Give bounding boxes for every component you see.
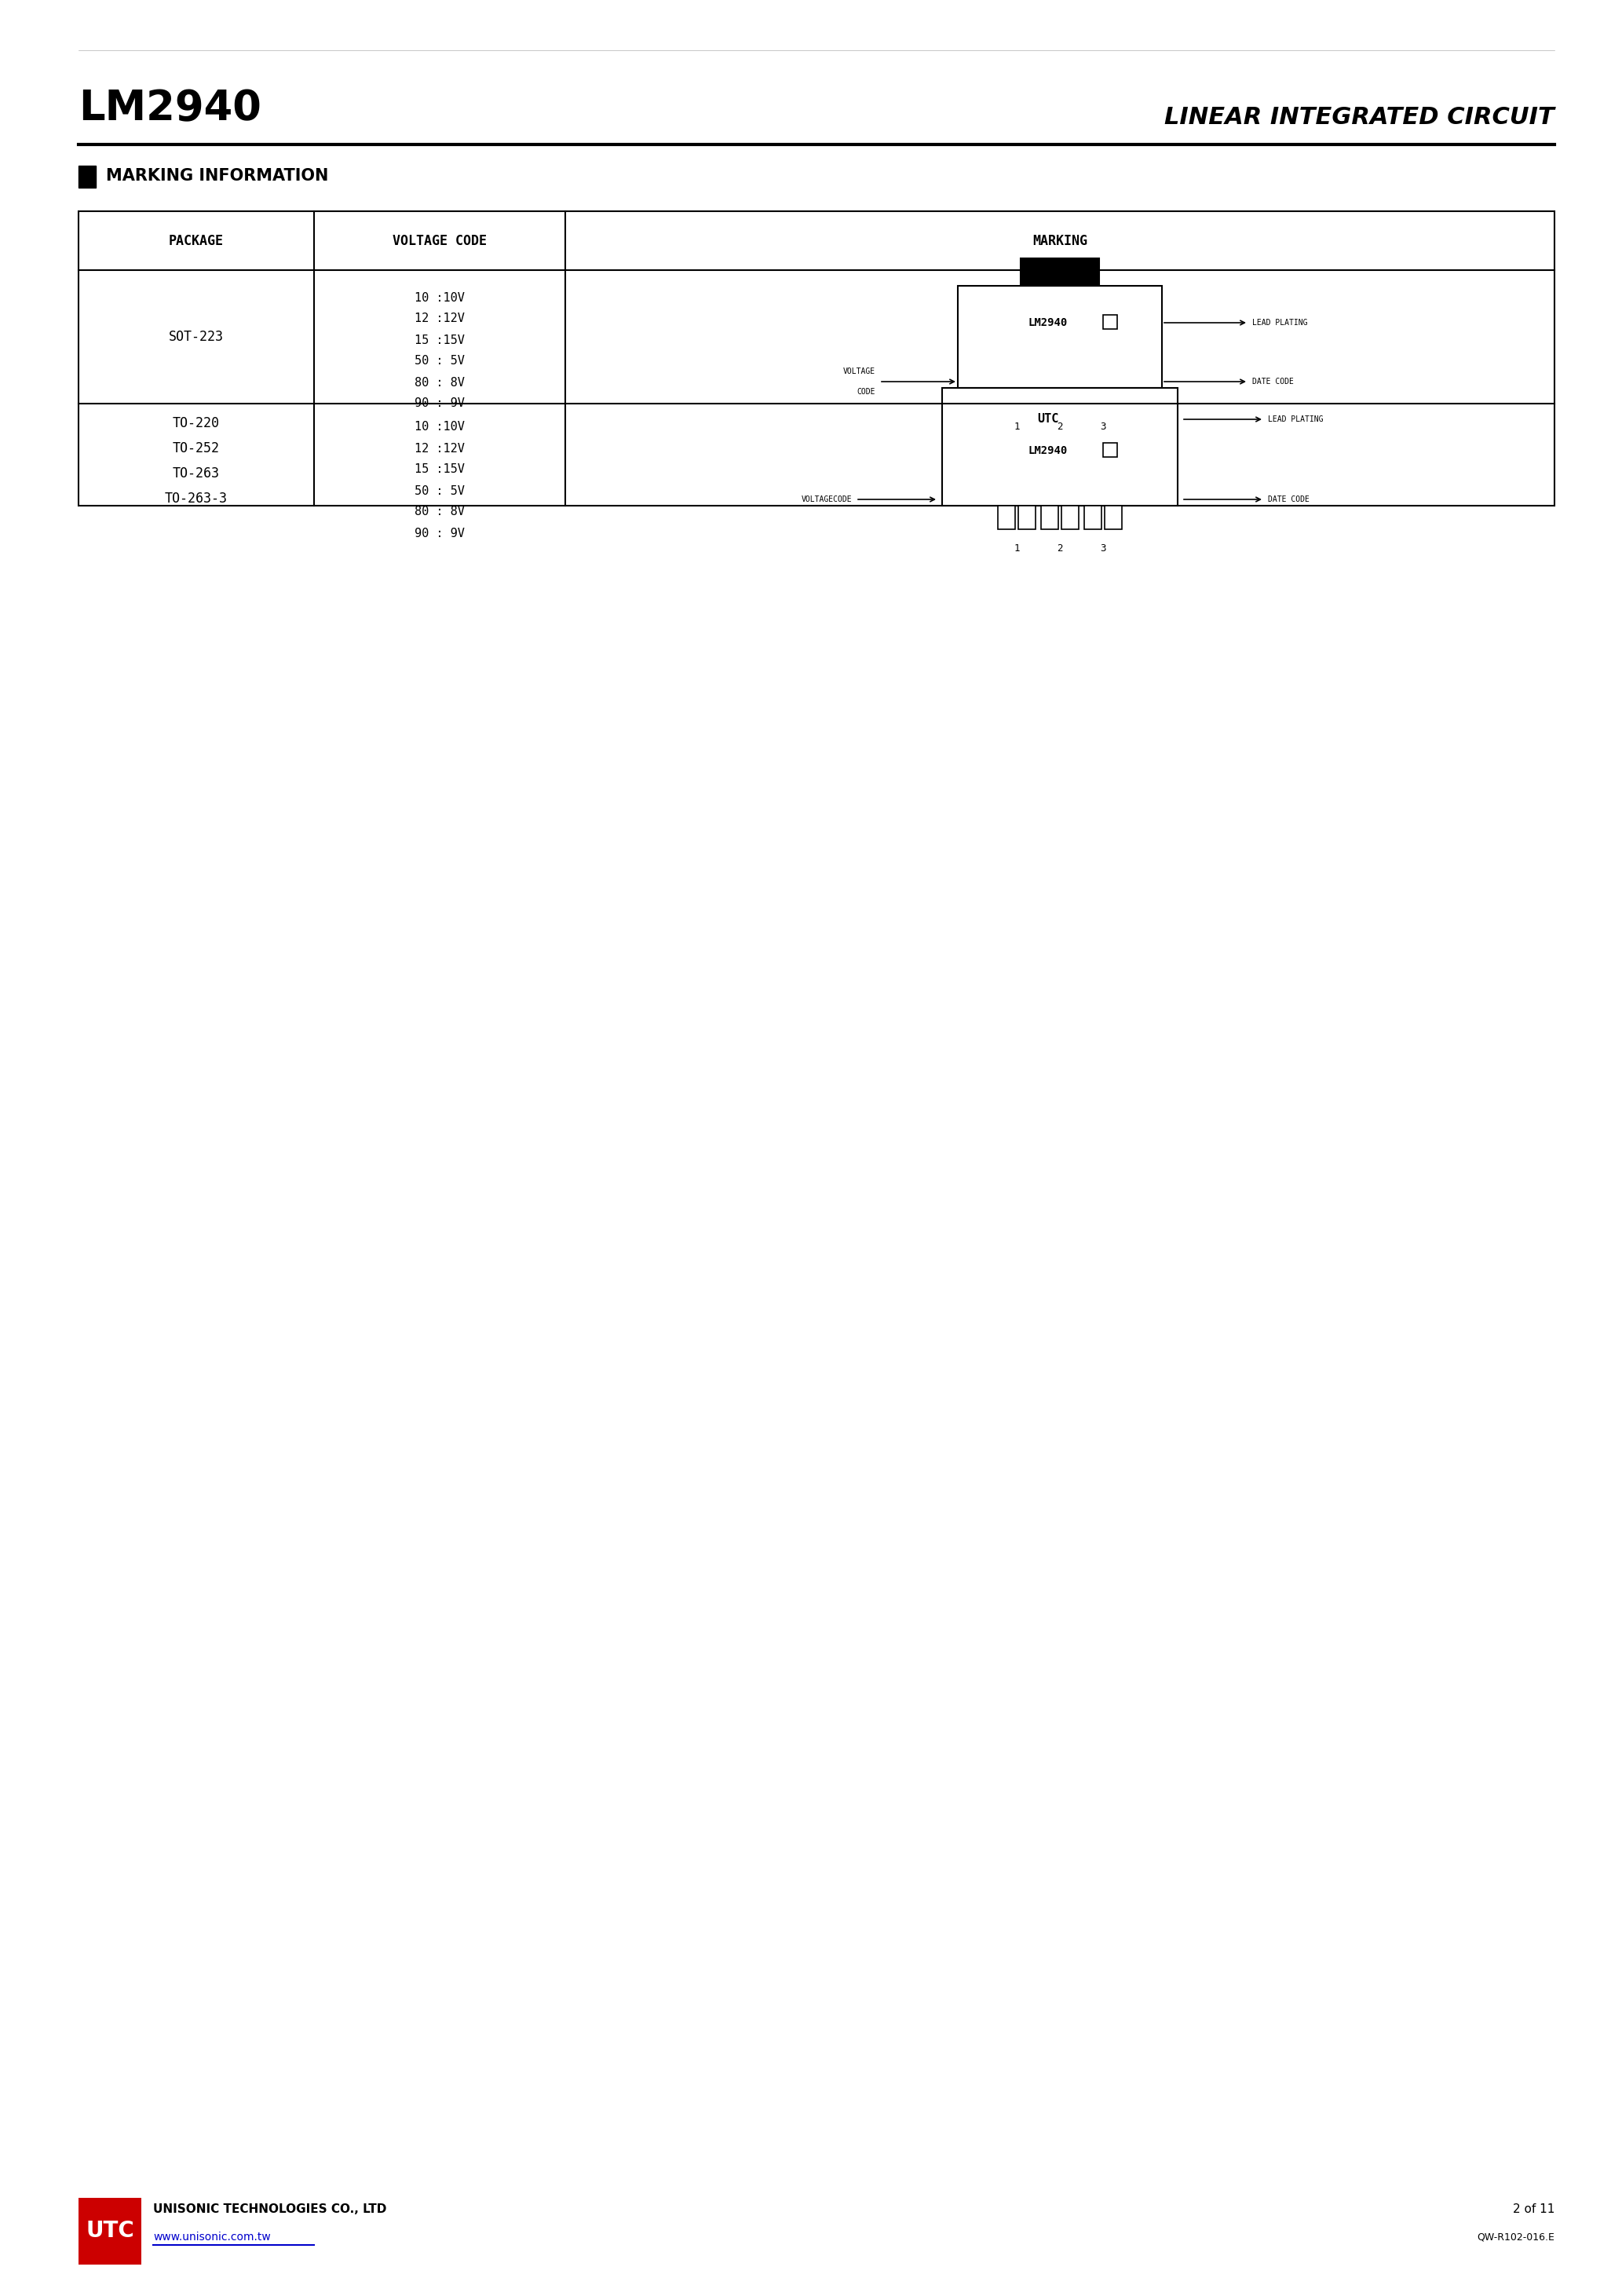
- Text: LM2940: LM2940: [1028, 317, 1067, 328]
- Text: CODE: CODE: [856, 388, 876, 395]
- Bar: [942, 388, 1178, 505]
- Bar: [1041, 505, 1058, 530]
- Text: 2 of 11: 2 of 11: [1513, 2204, 1554, 2216]
- Text: 90 : 9V: 90 : 9V: [415, 528, 466, 540]
- Bar: [1020, 259, 1100, 285]
- Text: 1: 1: [1014, 422, 1020, 432]
- Text: 80 : 8V: 80 : 8V: [415, 505, 466, 519]
- Text: TO-220: TO-220: [172, 416, 221, 429]
- Text: UTC: UTC: [86, 2220, 135, 2241]
- Text: 12 :12V: 12 :12V: [415, 443, 466, 455]
- Text: 15 :15V: 15 :15V: [415, 335, 466, 347]
- Text: VOLTAGE CODE: VOLTAGE CODE: [393, 234, 487, 248]
- Text: UNISONIC TECHNOLOGIES CO., LTD: UNISONIC TECHNOLOGIES CO., LTD: [152, 2204, 386, 2216]
- Bar: [1007, 388, 1025, 406]
- Bar: [1019, 505, 1035, 530]
- Bar: [1103, 443, 1118, 457]
- Bar: [1051, 388, 1069, 406]
- Text: PACKAGE: PACKAGE: [169, 234, 224, 248]
- Text: 2: 2: [1058, 422, 1062, 432]
- Text: 1: 1: [1014, 544, 1020, 553]
- Text: LM2940: LM2940: [1028, 445, 1067, 457]
- Text: 10 :10V: 10 :10V: [415, 420, 466, 434]
- Text: 15 :15V: 15 :15V: [415, 464, 466, 475]
- Text: VOLTAGECODE: VOLTAGECODE: [801, 496, 852, 503]
- Text: 3: 3: [1100, 544, 1106, 553]
- Text: MARKING INFORMATION: MARKING INFORMATION: [105, 168, 329, 184]
- Text: 50 : 5V: 50 : 5V: [415, 356, 466, 367]
- Text: TO-252: TO-252: [172, 441, 221, 455]
- Text: DATE CODE: DATE CODE: [1268, 496, 1309, 503]
- Text: LINEAR INTEGRATED CIRCUIT: LINEAR INTEGRATED CIRCUIT: [1165, 106, 1554, 129]
- Bar: [959, 285, 1161, 388]
- Text: LEAD PLATING: LEAD PLATING: [1252, 319, 1307, 326]
- Text: 80 : 8V: 80 : 8V: [415, 377, 466, 388]
- Text: UTC: UTC: [1038, 413, 1059, 425]
- Bar: [78, 165, 96, 188]
- Text: LEAD PLATING: LEAD PLATING: [1268, 416, 1324, 422]
- Text: TO-263: TO-263: [172, 466, 221, 480]
- Text: TO-263-3: TO-263-3: [165, 491, 227, 505]
- Bar: [998, 505, 1015, 530]
- Text: QW-R102-016.E: QW-R102-016.E: [1478, 2232, 1554, 2243]
- Text: VOLTAGE: VOLTAGE: [843, 367, 876, 374]
- Bar: [1103, 315, 1118, 328]
- Text: 10 :10V: 10 :10V: [415, 292, 466, 303]
- Text: 50 : 5V: 50 : 5V: [415, 484, 466, 496]
- Text: SOT-223: SOT-223: [169, 331, 224, 344]
- Text: 2: 2: [1058, 544, 1062, 553]
- Text: LM2940: LM2940: [78, 87, 261, 129]
- Text: DATE CODE: DATE CODE: [1252, 379, 1294, 386]
- Bar: [1095, 388, 1111, 406]
- Text: 12 :12V: 12 :12V: [415, 312, 466, 324]
- Text: MARKING: MARKING: [1032, 234, 1087, 248]
- Bar: [78, 2197, 141, 2264]
- Bar: [1083, 505, 1101, 530]
- Text: www.unisonic.com.tw: www.unisonic.com.tw: [152, 2232, 271, 2243]
- Text: 3: 3: [1100, 422, 1106, 432]
- Bar: [1061, 505, 1079, 530]
- Bar: [78, 211, 1554, 505]
- Text: 90 : 9V: 90 : 9V: [415, 397, 466, 409]
- Bar: [1105, 505, 1122, 530]
